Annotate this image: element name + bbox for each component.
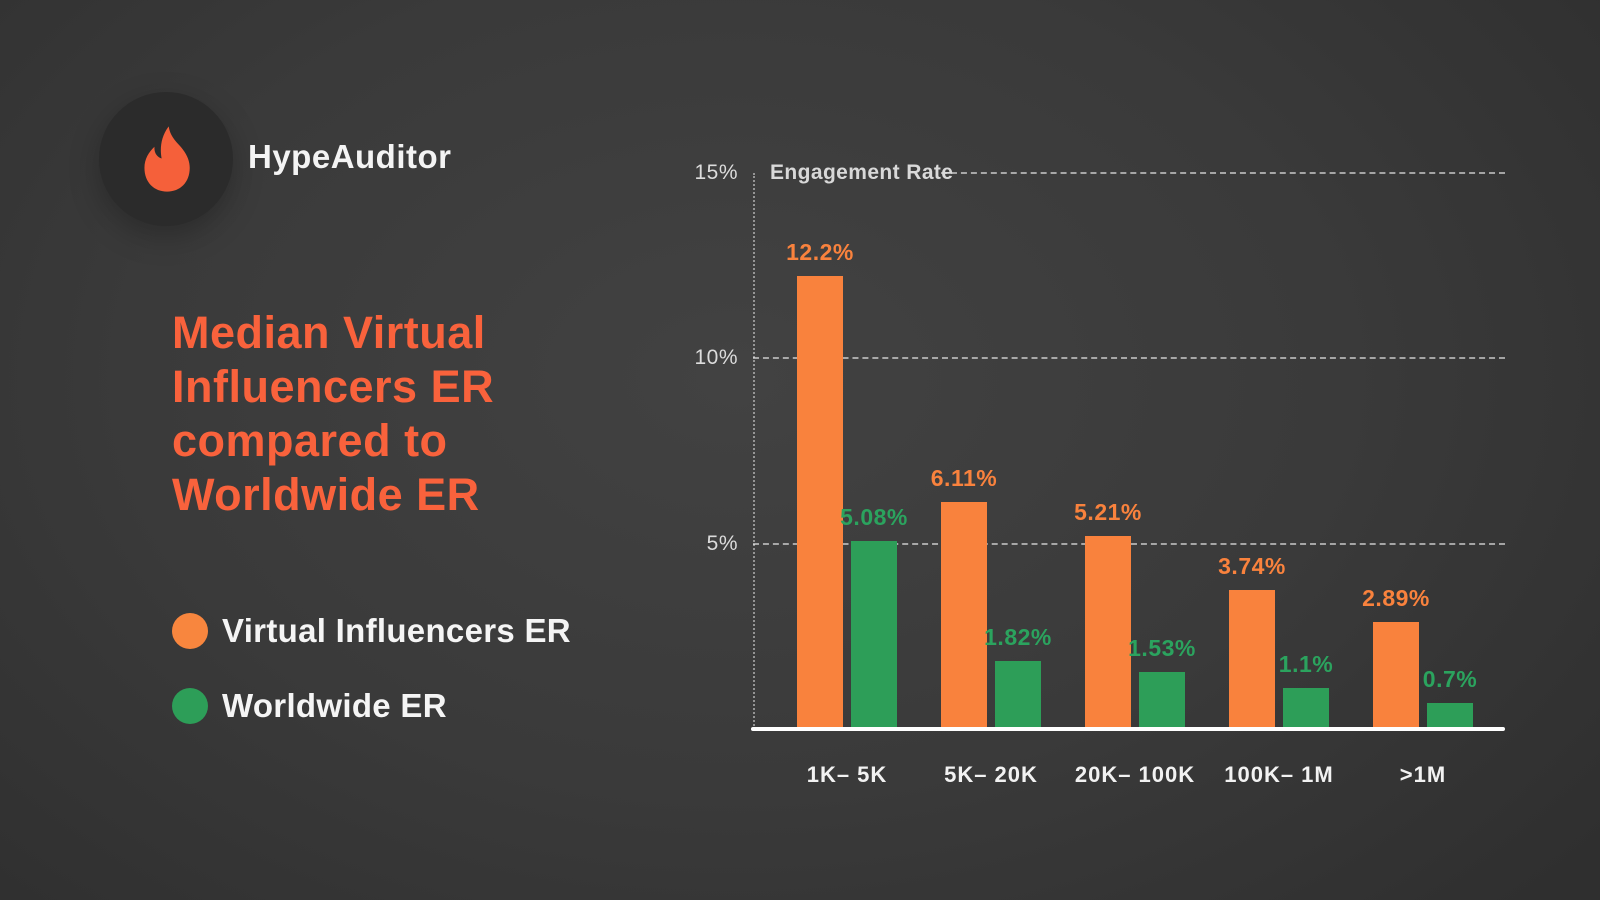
bar-virtual-5 (1373, 621, 1419, 729)
bar-worldwide-5 (1427, 703, 1473, 729)
bar-worldwide-3 (1139, 672, 1185, 729)
value-label-virtual-5: 2.89% (1362, 584, 1430, 611)
page-title: Median Virtual Influencers ER compared t… (172, 307, 495, 520)
legend-label: Worldwide ER (222, 687, 447, 724)
bar-virtual-2 (941, 502, 987, 729)
bar-worldwide-2 (995, 661, 1041, 729)
x-axis-baseline (751, 727, 1505, 731)
value-label-virtual-1: 12.2% (786, 239, 854, 266)
x-axis-label-4: 100K– 1M (1224, 762, 1334, 787)
y-axis-tick-15%: 15% (694, 160, 738, 184)
legend-dot-orange-icon (172, 613, 208, 649)
gridline-15% (941, 171, 1505, 174)
y-axis-title: Engagement Rate (770, 160, 954, 184)
x-axis-label-3: 20K– 100K (1074, 762, 1196, 787)
bar-virtual-3 (1085, 535, 1131, 729)
value-label-virtual-4: 3.74% (1218, 553, 1286, 580)
brand-name: HypeAuditor (248, 138, 452, 175)
bar-virtual-1 (797, 276, 843, 729)
value-label-worldwide-1: 5.08% (840, 503, 908, 530)
y-axis-tick-10%: 10% (694, 346, 738, 369)
y-axis-tick-5%: 5% (706, 531, 738, 555)
x-axis-label-1: 1K– 5K (806, 762, 888, 787)
gridline-10% (753, 357, 1505, 359)
legend-item-virtual-influencers: Virtual Influencers ER (172, 612, 571, 650)
hypeauditor-logo (99, 92, 233, 226)
legend-label: Virtual Influencers ER (222, 612, 571, 649)
bar-worldwide-1 (851, 540, 897, 729)
bar-virtual-4 (1229, 590, 1275, 729)
flame-icon (144, 126, 190, 192)
value-label-virtual-3: 5.21% (1074, 498, 1142, 525)
value-label-worldwide-2: 1.82% (984, 624, 1052, 651)
y-axis-line (753, 172, 755, 729)
x-axis-label-5: >1M (1399, 762, 1447, 787)
x-axis-label-2: 5K– 20K (944, 762, 1038, 787)
chart-legend: Virtual Influencers ER Worldwide ER (172, 612, 571, 762)
bar-worldwide-4 (1283, 688, 1329, 729)
value-label-virtual-2: 6.11% (930, 465, 998, 492)
value-label-worldwide-5: 0.7% (1422, 666, 1478, 693)
value-label-worldwide-4: 1.1% (1278, 651, 1334, 678)
legend-dot-green-icon (172, 688, 208, 724)
legend-item-worldwide: Worldwide ER (172, 687, 571, 725)
value-label-worldwide-3: 1.53% (1128, 635, 1196, 662)
